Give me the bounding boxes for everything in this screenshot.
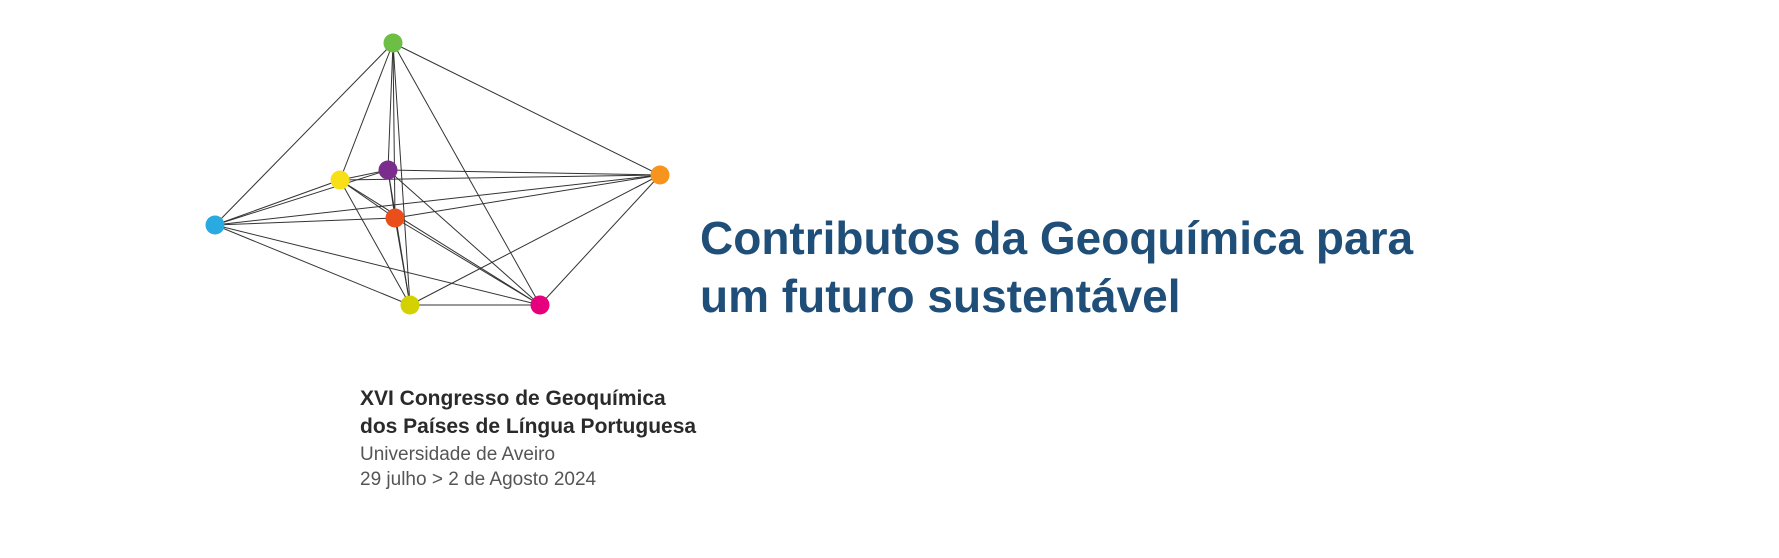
congress-venue: Universidade de Aveiro <box>360 442 700 468</box>
logo-block: XVI Congresso de Geoquímica dos Países d… <box>180 25 700 493</box>
network-edge <box>393 43 540 305</box>
network-node-blue <box>206 216 225 235</box>
network-node-orange <box>651 166 670 185</box>
network-edge <box>388 170 660 175</box>
network-node-red <box>386 209 405 228</box>
congress-dates: 29 julho > 2 de Agosto 2024 <box>360 467 700 493</box>
network-edge <box>215 225 410 305</box>
network-node-yellow1 <box>331 171 350 190</box>
network-node-yellow2 <box>401 296 420 315</box>
network-edge <box>388 170 540 305</box>
headline-line1: Contributos da Geoquímica para <box>700 210 1700 268</box>
network-edge <box>340 180 540 305</box>
network-node-magenta <box>531 296 550 315</box>
network-edge <box>215 225 540 305</box>
headline-line2: um futuro sustentável <box>700 268 1700 326</box>
network-edge <box>215 175 660 225</box>
network-edge <box>340 43 393 180</box>
network-node-green <box>384 34 403 53</box>
network-node-purple <box>379 161 398 180</box>
logo-text-block: XVI Congresso de Geoquímica dos Países d… <box>360 385 700 493</box>
congress-title-line1: XVI Congresso de Geoquímica <box>360 385 700 413</box>
congress-title-line2: dos Países de Língua Portuguesa <box>360 413 700 441</box>
network-edge <box>540 175 660 305</box>
network-edge <box>215 170 388 225</box>
network-edge <box>395 175 660 218</box>
page-headline: Contributos da Geoquímica para um futuro… <box>700 210 1700 325</box>
network-edge <box>393 43 660 175</box>
network-edge <box>410 175 660 305</box>
network-edge <box>388 43 393 170</box>
page-root: XVI Congresso de Geoquímica dos Países d… <box>0 0 1779 558</box>
network-edge <box>395 218 540 305</box>
network-diagram <box>180 25 700 355</box>
